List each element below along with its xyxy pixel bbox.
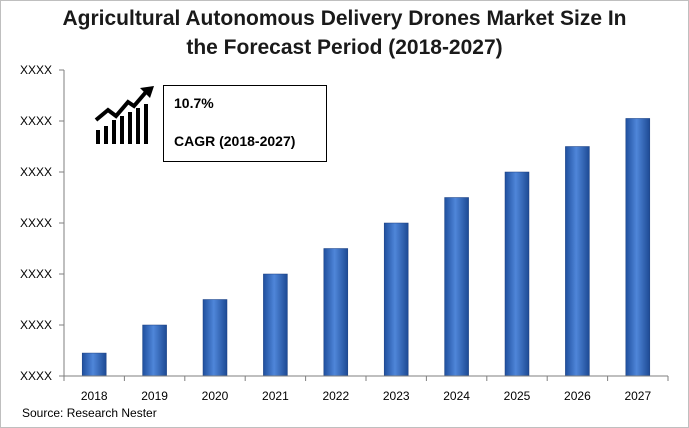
- x-tick-label-2022: 2022: [322, 389, 349, 403]
- x-tick-label-2020: 2020: [202, 389, 229, 403]
- y-tick-label: XXXX: [20, 114, 52, 128]
- cagr-rate: 10.7%: [174, 95, 214, 111]
- bar-2023: [383, 222, 409, 377]
- bar-2024: [444, 197, 469, 377]
- bar-2025: [504, 171, 530, 377]
- source-note: Source: Research Nester: [22, 406, 157, 420]
- y-tick-label: XXXX: [20, 267, 52, 281]
- y-tick-label: XXXX: [20, 63, 52, 77]
- chart-title-line-2: the Forecast Period (2018-2027): [186, 36, 503, 59]
- bar-2020: [202, 299, 228, 377]
- bar-2021: [263, 273, 288, 377]
- cagr-label: CAGR (2018-2027): [174, 133, 296, 149]
- bar-2026: [565, 146, 590, 377]
- x-tick-label-2026: 2026: [564, 389, 591, 403]
- cagr-callout: 10.7% CAGR (2018-2027): [163, 85, 327, 162]
- chart-title: Agricultural Autonomous Delivery Drones …: [0, 4, 689, 62]
- x-tick-label-2019: 2019: [141, 389, 168, 403]
- y-tick-label: XXXX: [20, 369, 52, 383]
- bar-2018: [81, 352, 107, 377]
- x-tick-label-2025: 2025: [504, 389, 531, 403]
- chart-title-line-1: Agricultural Autonomous Delivery Drones …: [62, 7, 627, 30]
- y-tick-label: XXXX: [20, 216, 52, 230]
- bar-2027: [625, 118, 651, 377]
- x-tick-label-2027: 2027: [624, 389, 651, 403]
- x-tick-label-2018: 2018: [81, 389, 108, 403]
- y-tick-label: XXXX: [20, 165, 52, 179]
- x-tick-label-2023: 2023: [383, 389, 410, 403]
- bar-2022: [323, 248, 349, 377]
- x-tick-label-2024: 2024: [443, 389, 470, 403]
- bar-2019: [142, 324, 167, 377]
- y-tick-label: XXXX: [20, 318, 52, 332]
- x-tick-label-2021: 2021: [262, 389, 289, 403]
